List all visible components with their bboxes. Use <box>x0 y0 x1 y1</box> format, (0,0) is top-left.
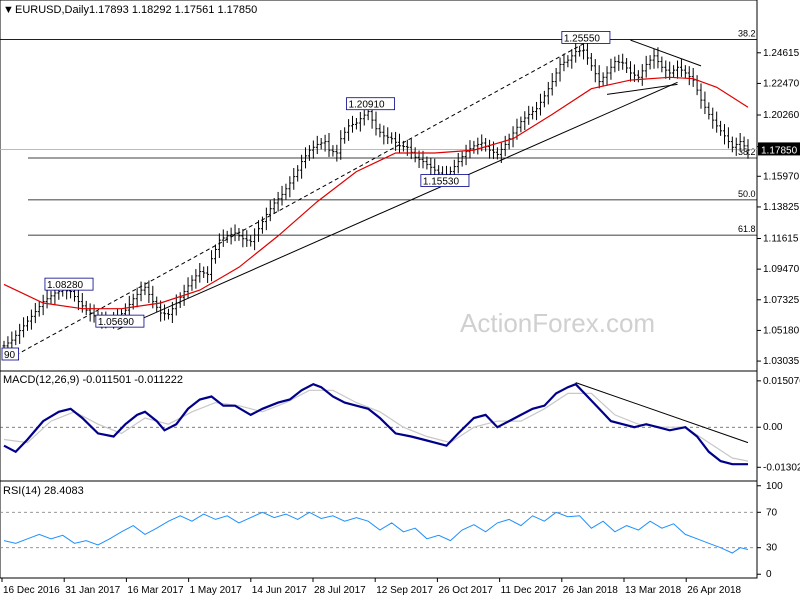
fib-label: 38.2 <box>738 147 756 157</box>
date-tick-label: 26 Oct 2017 <box>438 585 493 596</box>
price-tick-label: 1.03035 <box>763 356 800 367</box>
macd-trendline <box>575 382 749 444</box>
macd-tick-label: 0.015076 <box>763 376 800 387</box>
triangle-top <box>630 39 702 67</box>
chart-ohlc: 1.17893 1.18292 1.17561 1.17850 <box>89 4 257 16</box>
price-tick-label: 1.13825 <box>763 202 800 213</box>
date-tick-label: 26 Apr 2018 <box>687 585 741 596</box>
macd-tick-label: 0.00 <box>763 422 783 433</box>
macd-signal-line <box>3 389 749 462</box>
date-tick-label: 28 Jul 2017 <box>314 585 366 596</box>
date-tick-label: 14 Jun 2017 <box>252 585 307 596</box>
fib-label: 61.8 <box>738 224 756 234</box>
price-annotation: 1.15530 <box>423 177 460 188</box>
date-tick-label: 11 Dec 2017 <box>501 585 557 596</box>
price-tick-label: 1.20260 <box>763 110 800 121</box>
rsi-tick-label: 0 <box>766 569 772 580</box>
chart-title: EURUSD,Daily <box>15 4 89 16</box>
price-annotation: 1.20910 <box>348 100 385 111</box>
lower-trendline <box>117 81 678 330</box>
rsi-line <box>3 511 749 554</box>
date-tick-label: 26 Jan 2018 <box>563 585 618 596</box>
price-annotation-box <box>346 97 395 111</box>
price-annotation-box <box>420 174 470 187</box>
price-tick-label: 1.24615 <box>763 48 800 59</box>
moving-average-line <box>3 76 749 310</box>
date-tick-label: 1 May 2017 <box>190 585 243 596</box>
price-tick-label: 1.05180 <box>763 325 800 336</box>
date-tick-label: 16 Mar 2017 <box>127 585 184 596</box>
macd-line <box>3 382 748 466</box>
date-tick-label: 31 Jan 2017 <box>65 585 120 596</box>
price-tick-label: 1.09470 <box>763 264 800 275</box>
upper-channel <box>15 38 592 356</box>
rsi-tick-label: 100 <box>766 481 783 492</box>
price-annotation-box <box>95 314 145 328</box>
triangle-bottom <box>606 83 678 95</box>
price-annotation: 1.08280 <box>47 280 84 291</box>
price-tick-label: 1.11615 <box>763 234 799 245</box>
price-annotation: 1.05690 <box>98 317 135 328</box>
date-tick-label: 12 Sep 2017 <box>376 585 433 596</box>
rsi-tick-label: 30 <box>766 543 778 554</box>
price-annotation: 90 <box>4 350 16 361</box>
price-tick-label: 1.15970 <box>763 171 800 182</box>
rsi-title: RSI(14) 28.4083 <box>3 485 84 497</box>
price-annotation-box <box>1 347 20 361</box>
date-tick-label: 16 Dec 2016 <box>3 585 60 596</box>
date-tick-label: 13 Mar 2018 <box>625 585 682 596</box>
current-price-badge <box>758 142 800 156</box>
fib-label: 50.0 <box>738 189 756 199</box>
price-annotation: 1.25550 <box>564 33 601 44</box>
price-annotation-box <box>44 277 94 291</box>
price-tick-label: 1.07325 <box>763 295 800 306</box>
current-price-label: 1.17850 <box>761 145 798 156</box>
chart-title-icon: ▼ <box>3 4 14 16</box>
price-annotation-box <box>561 31 611 44</box>
fib-label: 38.2 <box>738 28 756 38</box>
price-tick-label: 1.22470 <box>763 78 800 89</box>
rsi-tick-label: 70 <box>766 507 778 518</box>
macd-title: MACD(12,26,9) -0.011501 -0.011222 <box>3 374 183 386</box>
watermark: ActionForex.com <box>460 308 655 338</box>
